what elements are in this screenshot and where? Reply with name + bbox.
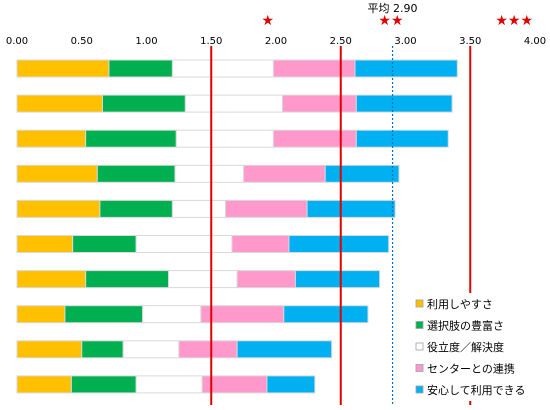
bar-segment — [99, 199, 173, 218]
bar-segment — [272, 129, 357, 148]
bar-segment — [168, 270, 238, 289]
legend-swatch — [415, 385, 424, 394]
bar-segment — [135, 235, 233, 253]
bar-segment — [16, 375, 72, 394]
x-tick-label: 3.50 — [459, 36, 481, 47]
bar-segment — [354, 59, 458, 78]
bar-segment — [16, 340, 83, 359]
bar-segment — [108, 59, 173, 78]
bar-segment — [16, 59, 110, 78]
bar-segment — [266, 375, 316, 394]
legend-label: 選択肢の豊富さ — [427, 319, 504, 333]
x-tick-label: 1.00 — [135, 36, 157, 47]
bar-segment — [200, 305, 285, 324]
bar-segment — [16, 164, 98, 183]
star-rating-mark: ★ — [261, 13, 274, 29]
legend-label: センターとの連携 — [427, 362, 515, 376]
bar-segment — [101, 94, 186, 113]
bar-segment — [355, 94, 453, 113]
x-tick-label: 2.00 — [265, 36, 287, 47]
bar-segment — [283, 305, 369, 324]
x-tick-label: 0.00 — [6, 36, 28, 47]
x-axis-ticks: 0.00 0.50 1.00 1.50 2.00 2.50 3.00 3.50 4.00 — [6, 36, 546, 47]
bar-segment — [175, 129, 274, 148]
bar-segment — [16, 305, 66, 324]
bar-segment — [85, 270, 170, 289]
bar-segment — [81, 340, 124, 359]
legend-swatch — [415, 364, 424, 372]
legend-swatch — [415, 299, 424, 308]
bar-segment — [16, 94, 103, 113]
bar-segment — [288, 235, 390, 253]
bar-segment — [64, 305, 144, 324]
legend-swatch — [415, 342, 424, 351]
bar-segment — [16, 199, 101, 218]
bar-segment — [306, 199, 396, 218]
bar-segment — [96, 164, 176, 183]
bar-segment — [355, 129, 449, 148]
star-ratings: ★ ★★ ★★★ — [261, 13, 533, 29]
bar-segment — [231, 235, 290, 253]
star-rating-mark: ★★ — [378, 13, 403, 29]
bar-segment — [85, 129, 177, 148]
legend-swatch — [415, 321, 424, 329]
x-tick-label: 1.50 — [200, 36, 222, 47]
bar-segment — [122, 340, 180, 359]
legend-label: 役立度／解決度 — [427, 340, 504, 354]
legend-background — [410, 293, 532, 401]
bar-segment — [135, 375, 203, 394]
legend-label: 安心して利用できる — [427, 383, 525, 397]
star-rating-mark: ★★★ — [495, 13, 533, 29]
bar-segment — [184, 94, 283, 113]
bar-segment — [174, 164, 245, 183]
bar-segment — [178, 340, 238, 359]
bar-segment — [236, 270, 296, 289]
bar-segment — [281, 94, 357, 113]
bar-segment — [243, 164, 326, 183]
bar-segment — [16, 235, 74, 253]
average-label: 平均 2.90 — [368, 2, 418, 15]
bar-segment — [16, 129, 87, 148]
bar-segment — [70, 375, 137, 394]
bar-segment — [272, 59, 356, 78]
bar-segment — [171, 59, 274, 78]
x-tick-label: 0.50 — [71, 36, 93, 47]
x-tick-label: 4.00 — [524, 36, 546, 47]
bars — [16, 59, 458, 394]
x-tick-label: 2.50 — [330, 36, 352, 47]
bar-segment — [72, 235, 137, 253]
bar-segment — [142, 305, 202, 324]
bar-segment — [324, 164, 400, 183]
bar-segment — [224, 199, 308, 218]
bar-segment — [171, 199, 226, 218]
bar-segment — [294, 270, 381, 289]
bar-segment — [16, 270, 87, 289]
bar-segment — [236, 340, 333, 359]
x-tick-label: 3.00 — [394, 36, 416, 47]
legend-label: 利用しやすさ — [427, 298, 493, 311]
